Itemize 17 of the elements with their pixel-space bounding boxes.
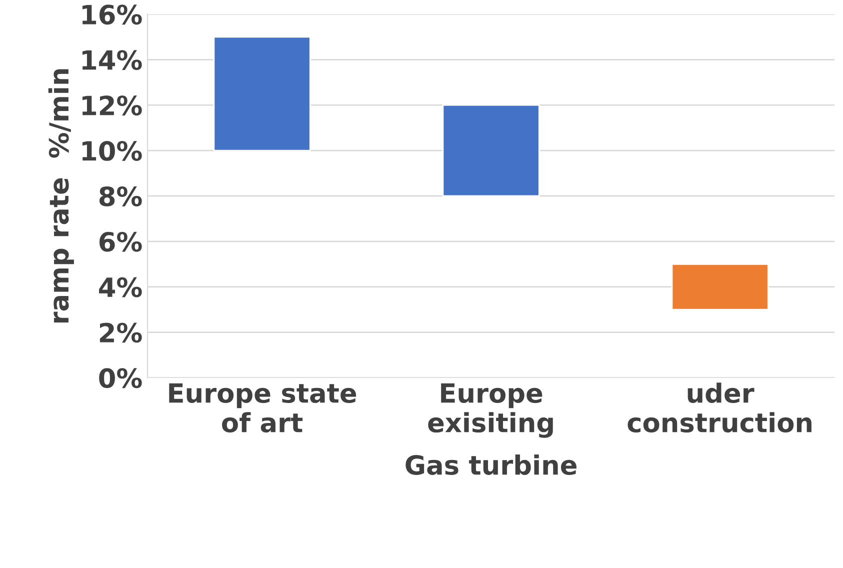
y-tick-label: 12% bbox=[82, 96, 142, 116]
x-tick-label: Europe exisiting bbox=[428, 383, 553, 438]
bar bbox=[442, 104, 540, 197]
x-tick-label: Europe state of art bbox=[169, 383, 356, 433]
y-tick-label: 0% bbox=[99, 368, 142, 388]
y-tick-label: 8% bbox=[99, 186, 142, 206]
bar bbox=[671, 263, 769, 310]
bar bbox=[213, 36, 311, 152]
x-tick-label: uder construction bbox=[628, 382, 812, 433]
y-tick-label: 14% bbox=[82, 50, 142, 70]
x-axis-title: Gas turbine bbox=[406, 454, 576, 475]
y-tick-label: 16% bbox=[82, 4, 142, 25]
y-tick-label: 6% bbox=[99, 232, 142, 252]
y-tick-label: 10% bbox=[82, 140, 142, 161]
y-tick-label: 2% bbox=[100, 322, 142, 343]
y-tick-label: 4% bbox=[99, 277, 142, 298]
y-axis-title: ramp rate %/min bbox=[48, 69, 74, 322]
